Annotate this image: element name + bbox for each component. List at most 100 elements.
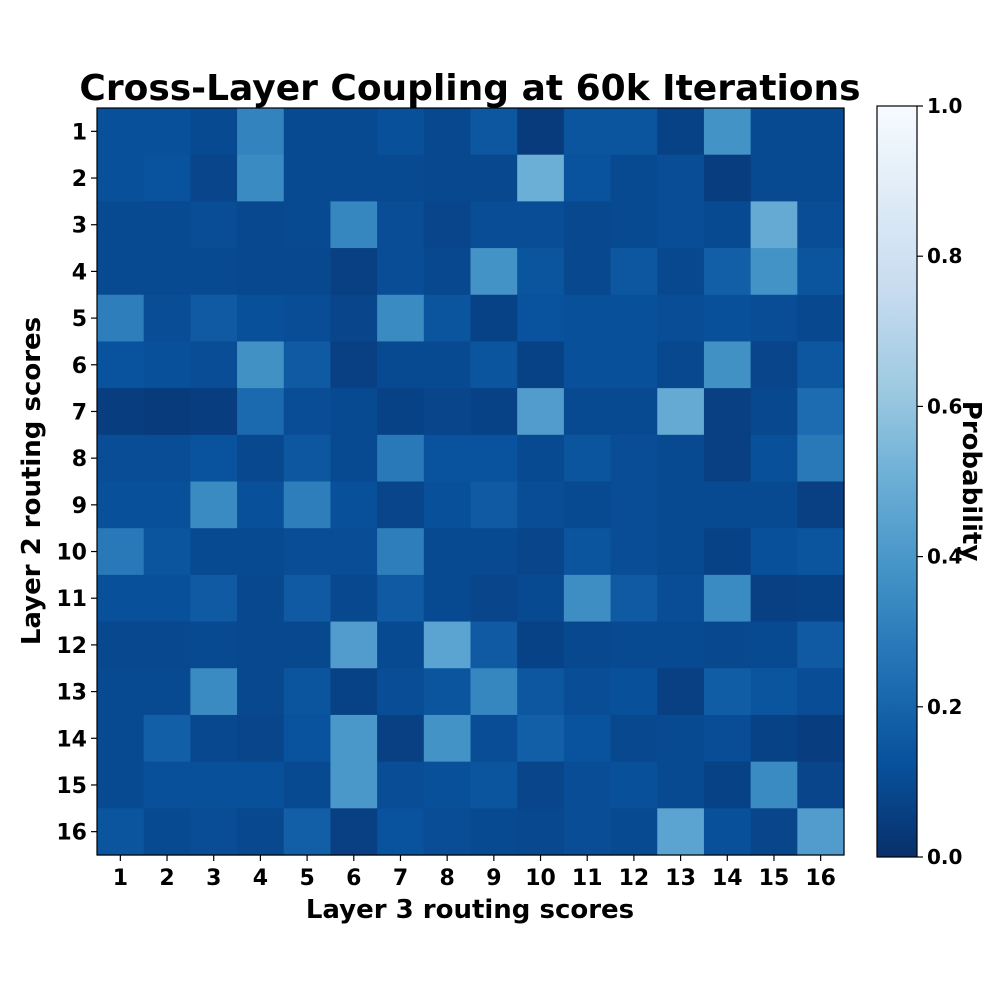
heatmap-cell-r16-c6 <box>330 808 378 856</box>
heatmap-cell-r16-c11 <box>563 808 612 856</box>
heatmap-cell-r11-c2 <box>143 574 191 623</box>
heatmap-cell-r14-c11 <box>563 714 612 763</box>
heatmap-cell-r10-c7 <box>377 528 425 576</box>
heatmap-cell-r9-c8 <box>423 481 472 529</box>
heatmap-cell-r5-c2 <box>143 294 191 343</box>
x-tick-label: 11 <box>572 866 603 891</box>
heatmap-cell-r15-c4 <box>237 761 285 809</box>
y-tick-label: 14 <box>56 727 87 752</box>
heatmap-cell-r8-c12 <box>610 434 658 483</box>
heatmap-cell-r1-c15 <box>750 108 798 156</box>
heatmap-cell-r12-c12 <box>610 621 658 669</box>
colorbar-tick-label: 0.6 <box>927 394 962 418</box>
heatmap-cell-r15-c8 <box>423 761 472 809</box>
x-tick-label: 8 <box>440 866 455 891</box>
heatmap-cell-r13-c11 <box>563 668 612 716</box>
colorbar-ticks: 0.0 0.2 0.4 0.6 0.8 1.0 <box>917 94 962 869</box>
heatmap-cell-r7-c14 <box>703 388 752 436</box>
heatmap-cell-r15-c10 <box>517 761 565 809</box>
heatmap-cell-r16-c1 <box>97 808 145 856</box>
heatmap-cell-r14-c1 <box>97 714 145 763</box>
heatmap-cell-r10-c5 <box>283 528 332 576</box>
heatmap-cell-r3-c2 <box>143 201 191 249</box>
heatmap-cell-r11-c11 <box>563 574 612 623</box>
heatmap-cell-r2-c14 <box>703 154 752 202</box>
heatmap-cell-r8-c16 <box>797 434 845 483</box>
heatmap-cell-r5-c7 <box>377 294 425 343</box>
heatmap-cell-r13-c1 <box>97 668 145 716</box>
heatmap-cell-r6-c6 <box>330 341 378 389</box>
heatmap-cell-r7-c8 <box>423 388 472 436</box>
heatmap-cell-r14-c4 <box>237 714 285 763</box>
heatmap-cell-r11-c4 <box>237 574 285 623</box>
heatmap-cell-r5-c11 <box>563 294 612 343</box>
heatmap-cell-r15-c11 <box>563 761 612 809</box>
heatmap-cell-r8-c15 <box>750 434 798 483</box>
heatmap-cell-r12-c14 <box>703 621 752 669</box>
heatmap-cell-r11-c16 <box>797 574 845 623</box>
heatmap-cell-r10-c11 <box>563 528 612 576</box>
heatmap-cell-r13-c15 <box>750 668 798 716</box>
y-tick-label: 6 <box>72 354 87 379</box>
heatmap-cell-r5-c10 <box>517 294 565 343</box>
heatmap-cell-r7-c6 <box>330 388 378 436</box>
heatmap-cell-r10-c16 <box>797 528 845 576</box>
heatmap-cell-r13-c12 <box>610 668 658 716</box>
heatmap-cell-r5-c4 <box>237 294 285 343</box>
heatmap-cell-r13-c5 <box>283 668 332 716</box>
heatmap-cell-r10-c13 <box>657 528 705 576</box>
heatmap-cell-r13-c16 <box>797 668 845 716</box>
heatmap-cell-r1-c14 <box>703 108 752 156</box>
heatmap-cell-r1-c12 <box>610 108 658 156</box>
x-tick-label: 9 <box>486 866 501 891</box>
heatmap-cell-r6-c7 <box>377 341 425 389</box>
heatmap-cell-r16-c14 <box>703 808 752 856</box>
heatmap-cell-r9-c15 <box>750 481 798 529</box>
heatmap-cell-r7-c9 <box>470 388 518 436</box>
heatmap-cell-r7-c2 <box>143 388 191 436</box>
y-tick-label: 9 <box>72 494 87 519</box>
heatmap-cell-r12-c16 <box>797 621 845 669</box>
heatmap-cell-r4-c4 <box>237 248 285 296</box>
heatmap-cell-r4-c9 <box>470 248 518 296</box>
heatmap-cell-r3-c5 <box>283 201 332 249</box>
heatmap-cell-r3-c4 <box>237 201 285 249</box>
heatmap-cell-r6-c14 <box>703 341 752 389</box>
heatmap-cell-r15-c9 <box>470 761 518 809</box>
heatmap-cell-r12-c7 <box>377 621 425 669</box>
heatmap-cell-r11-c14 <box>703 574 752 623</box>
heatmap-cell-r3-c10 <box>517 201 565 249</box>
x-tick-label: 4 <box>253 866 268 891</box>
heatmap-cell-r6-c10 <box>517 341 565 389</box>
heatmap-cell-r13-c10 <box>517 668 565 716</box>
heatmap-cell-r3-c11 <box>563 201 612 249</box>
heatmap-cell-r14-c15 <box>750 714 798 763</box>
heatmap-cell-r10-c3 <box>190 528 238 576</box>
heatmap-cell-r16-c13 <box>657 808 705 856</box>
heatmap-cell-r8-c5 <box>283 434 332 483</box>
heatmap-cell-r13-c9 <box>470 668 518 716</box>
heatmap-cell-r2-c7 <box>377 154 425 202</box>
x-tick-label: 7 <box>393 866 408 891</box>
heatmap-cell-r3-c1 <box>97 201 145 249</box>
heatmap-cell-r5-c1 <box>97 294 145 343</box>
heatmap-cell-r2-c4 <box>237 154 285 202</box>
heatmap-cell-r8-c4 <box>237 434 285 483</box>
heatmap-cell-r14-c8 <box>423 714 472 763</box>
heatmap-cell-r4-c7 <box>377 248 425 296</box>
heatmap-cell-r15-c5 <box>283 761 332 809</box>
heatmap-cell-r16-c3 <box>190 808 238 856</box>
heatmap-cell-r7-c3 <box>190 388 238 436</box>
heatmap-cell-r5-c13 <box>657 294 705 343</box>
heatmap-cell-r3-c3 <box>190 201 238 249</box>
heatmap-cell-r8-c2 <box>143 434 191 483</box>
heatmap-cell-r4-c8 <box>423 248 472 296</box>
heatmap-cell-r14-c9 <box>470 714 518 763</box>
heatmap-cell-r16-c10 <box>517 808 565 856</box>
heatmap-cell-r5-c16 <box>797 294 845 343</box>
colorbar-tick-label: 0.4 <box>927 545 962 569</box>
y-tick-label: 3 <box>72 214 87 239</box>
x-tick-label: 6 <box>346 866 361 891</box>
